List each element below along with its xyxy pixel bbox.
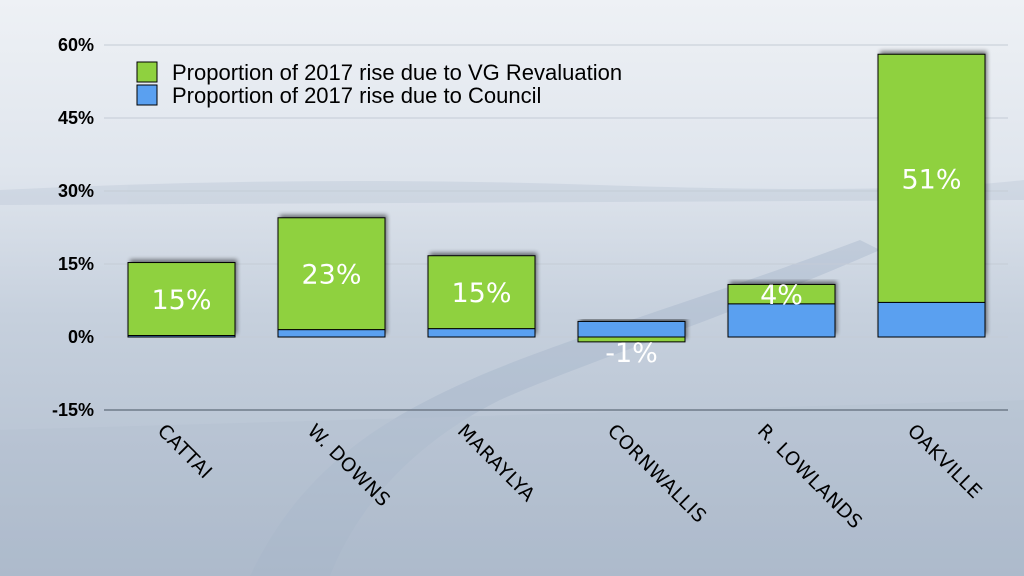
y-tick-label: -15% [52, 400, 94, 420]
grid-lines [104, 44, 1008, 411]
y-tick-label: 0% [68, 327, 94, 347]
data-label: 15% [151, 285, 211, 316]
bars: 15% 23% 15% -1% 4% 51% [127, 53, 986, 369]
y-tick-label: 45% [58, 108, 94, 128]
bar-segment-council [277, 329, 386, 338]
legend-label-council: Proportion of 2017 rise due to Council [172, 83, 541, 108]
y-tick-label: 30% [58, 181, 94, 201]
data-label: -1% [605, 338, 658, 369]
data-label: 51% [901, 164, 961, 195]
bar-group: 15% [127, 262, 236, 338]
y-axis-ticks: 60% 45% 30% 15% 0% -15% [52, 35, 94, 420]
bar-segment-council [427, 328, 536, 338]
y-tick-label: 60% [58, 35, 94, 55]
background-texture [0, 180, 1024, 576]
legend: Proportion of 2017 rise due to VG Revalu… [136, 60, 622, 108]
legend-label-vg-revaluation: Proportion of 2017 rise due to VG Revalu… [172, 60, 622, 85]
data-label: 4% [760, 280, 803, 311]
legend-swatch-vg-revaluation [136, 61, 158, 83]
data-label: 23% [301, 260, 361, 291]
bar-group: 51% [877, 53, 986, 338]
bar-segment-council [877, 301, 986, 338]
bar-segment-vg-revaluation [127, 262, 236, 337]
bar-group: 23% [277, 217, 386, 338]
bar-segment-council [727, 303, 836, 338]
bar-segment-council [127, 335, 236, 338]
bar-group: 4% [727, 280, 836, 338]
bar-segment-council [577, 320, 686, 338]
bar-segment-vg-revaluation [427, 255, 536, 330]
bar-segment-vg-revaluation [277, 217, 386, 331]
bar-group: 15% [427, 255, 536, 338]
bar-segment-vg-revaluation [877, 53, 986, 303]
legend-swatch-council [136, 84, 158, 106]
data-label: 15% [451, 278, 511, 309]
bar-group: -1% [577, 320, 686, 369]
y-tick-label: 15% [58, 254, 94, 274]
